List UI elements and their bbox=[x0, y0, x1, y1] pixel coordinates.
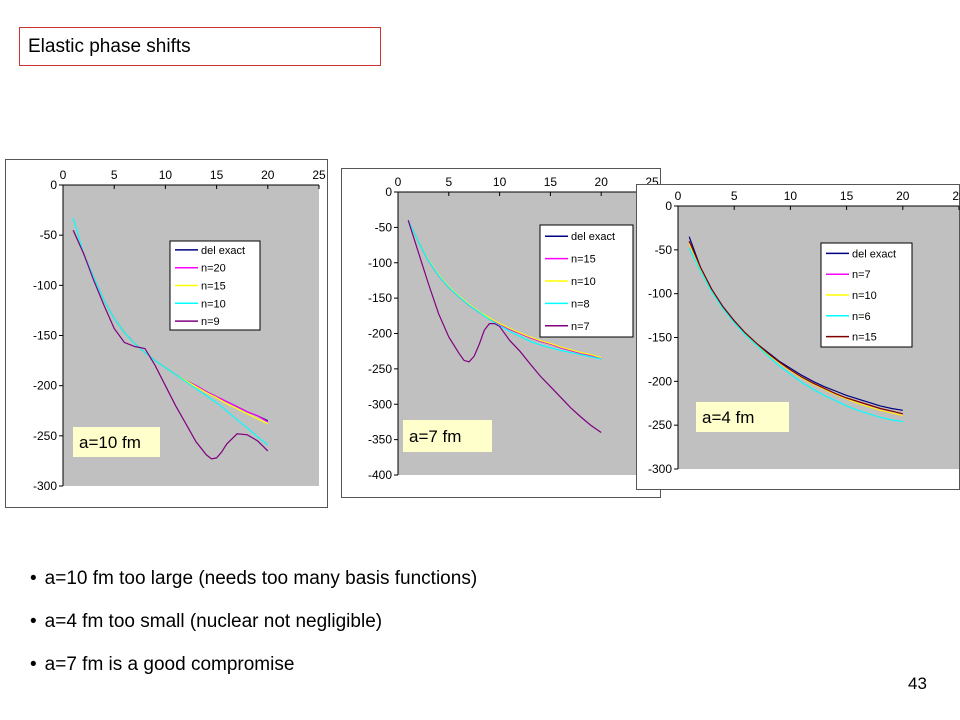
y-tick-label: -250 bbox=[368, 362, 392, 376]
y-tick-label: -200 bbox=[648, 374, 672, 388]
x-tick-label: 15 bbox=[210, 168, 224, 182]
chart-a4: 0 -50 -100 -150 -200 -250 -300 0 5 10 15 20 25 del ex… bbox=[636, 184, 960, 490]
legend-label: n=10 bbox=[571, 276, 596, 288]
series-line bbox=[688, 247, 903, 423]
x-tick-label: 10 bbox=[159, 168, 173, 182]
annotation-box bbox=[403, 420, 492, 452]
legend-label: del exact bbox=[571, 231, 615, 243]
x-tick-label: 25 bbox=[312, 168, 326, 182]
bullet-text: a=7 fm is a good compromise bbox=[44, 654, 295, 675]
bullet-glyph: • bbox=[30, 611, 37, 632]
bullet-text: a=10 fm too large (needs too many basis … bbox=[44, 568, 478, 589]
legend-label: n=7 bbox=[852, 269, 871, 281]
y-tick-label: -100 bbox=[368, 256, 392, 270]
legend-label: n=10 bbox=[201, 298, 226, 310]
y-tick-label: -150 bbox=[368, 291, 392, 305]
chart-a10: 0 -50 -100 -150 -200 -250 -300 0 5 10 15 20 25 del ex… bbox=[5, 159, 328, 508]
x-tick-label: 15 bbox=[544, 175, 558, 189]
slide-title: Elastic phase shifts bbox=[19, 27, 381, 66]
y-tick-label: -250 bbox=[648, 418, 672, 432]
series-line bbox=[407, 220, 602, 360]
x-tick-label: 20 bbox=[896, 189, 910, 203]
annotation-label: a=10 fm bbox=[79, 433, 141, 452]
x-tick-label: 5 bbox=[731, 189, 738, 203]
legend-label: n=8 bbox=[571, 298, 590, 310]
page-number: 43 bbox=[908, 674, 927, 693]
legend-label: del exact bbox=[852, 248, 896, 260]
y-tick-label: -250 bbox=[33, 429, 57, 443]
x-tick-label: 0 bbox=[395, 175, 402, 189]
y-tick-label: -50 bbox=[40, 228, 58, 242]
y-tick-label: -200 bbox=[368, 327, 392, 341]
y-tick-label: -150 bbox=[648, 331, 672, 345]
bullet-list: • a=10 fm too large (needs too many basis… bbox=[30, 564, 477, 693]
x-tick-label: 0 bbox=[60, 168, 67, 182]
chart-svg: 0 -50 -100 -150 -200 -250 -300 -350 -400 0 5 10 15 20… bbox=[368, 175, 659, 482]
x-tick-label: 10 bbox=[784, 189, 798, 203]
bullet-item: • a=10 fm too large (needs too many basis… bbox=[30, 564, 477, 607]
y-tick-label: -350 bbox=[368, 433, 392, 447]
legend-label: n=15 bbox=[852, 332, 877, 344]
y-tick-label: -400 bbox=[368, 468, 392, 482]
legend-label: n=10 bbox=[852, 290, 877, 302]
y-tick-label: -300 bbox=[648, 462, 672, 476]
y-tick-label: -50 bbox=[375, 220, 393, 234]
legend-label: n=20 bbox=[201, 263, 226, 275]
y-tick-label: 0 bbox=[385, 185, 392, 199]
annotation-label: a=4 fm bbox=[702, 408, 754, 427]
bullet-text: a=4 fm too small (nuclear not negligible… bbox=[44, 611, 383, 632]
bullet-glyph: • bbox=[30, 568, 37, 589]
legend-label: n=6 bbox=[852, 311, 871, 323]
y-tick-label: -150 bbox=[33, 329, 57, 343]
annotation-box bbox=[696, 402, 789, 432]
chart-a7: 0 -50 -100 -150 -200 -250 -300 -350 -400 0 5 10 15 20… bbox=[341, 168, 661, 498]
legend-label: n=15 bbox=[571, 254, 596, 266]
y-tick-label: -50 bbox=[655, 243, 673, 257]
y-tick-label: 0 bbox=[665, 199, 672, 213]
legend-label: n=15 bbox=[201, 281, 226, 293]
legend-label: n=7 bbox=[571, 321, 590, 333]
y-tick-label: -200 bbox=[33, 379, 57, 393]
annotation-box bbox=[73, 427, 160, 457]
y-tick-label: -300 bbox=[33, 479, 57, 493]
x-tick-label: 20 bbox=[261, 168, 275, 182]
bullet-item: • a=4 fm too small (nuclear not negligibl… bbox=[30, 607, 477, 650]
x-tick-label: 25 bbox=[952, 189, 960, 203]
chart-svg: 0 -50 -100 -150 -200 -250 -300 0 5 10 15 20 25 del ex… bbox=[33, 168, 326, 493]
chart-svg: 0 -50 -100 -150 -200 -250 -300 0 5 10 15 20 25 del ex… bbox=[648, 189, 960, 476]
series-line bbox=[407, 220, 602, 433]
y-tick-label: 0 bbox=[50, 178, 57, 192]
y-tick-label: -100 bbox=[33, 278, 57, 292]
y-tick-label: -100 bbox=[648, 287, 672, 301]
annotation-label: a=7 fm bbox=[409, 427, 461, 446]
legend-label: n=9 bbox=[201, 316, 220, 328]
x-tick-label: 0 bbox=[675, 189, 682, 203]
x-tick-label: 20 bbox=[595, 175, 609, 189]
series-line bbox=[72, 217, 269, 446]
bullet-item: • a=7 fm is a good compromise bbox=[30, 650, 477, 693]
x-tick-label: 5 bbox=[111, 168, 118, 182]
legend-label: del exact bbox=[201, 245, 245, 257]
x-tick-label: 15 bbox=[840, 189, 854, 203]
series-line bbox=[688, 240, 903, 415]
x-tick-label: 10 bbox=[493, 175, 507, 189]
series-line bbox=[72, 229, 269, 460]
x-tick-label: 5 bbox=[445, 175, 452, 189]
bullet-glyph: • bbox=[30, 654, 37, 675]
y-tick-label: -300 bbox=[368, 397, 392, 411]
